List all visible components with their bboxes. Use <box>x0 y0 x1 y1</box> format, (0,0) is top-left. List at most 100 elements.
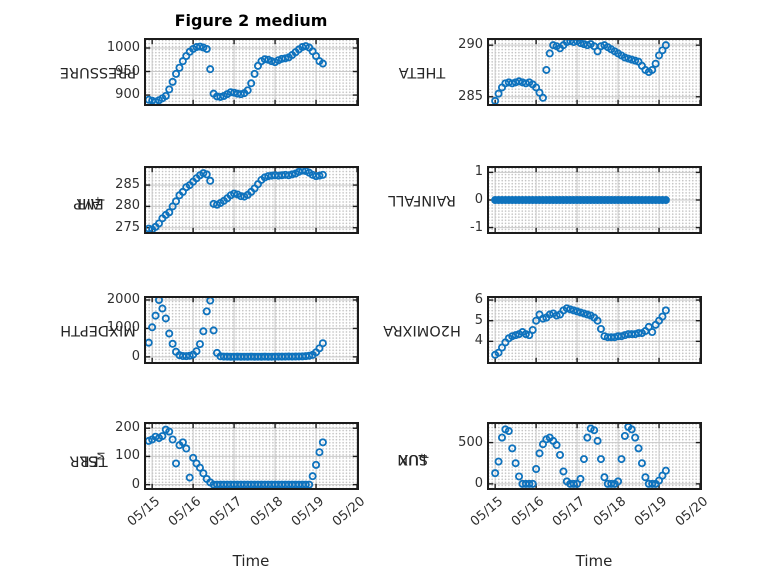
data-point <box>648 479 657 488</box>
data-point <box>202 44 211 53</box>
ytick-label: 100 <box>115 448 140 464</box>
ytick-label: 285 <box>115 177 140 193</box>
data-point <box>247 79 256 88</box>
data-point <box>515 472 524 481</box>
data-point <box>627 55 636 64</box>
scatter-h2omixra <box>489 298 700 362</box>
data-point <box>172 69 181 78</box>
data-point <box>542 65 551 74</box>
data-point <box>583 433 592 442</box>
scatter-rainfall <box>489 168 700 232</box>
data-point <box>195 463 204 472</box>
data-point <box>579 455 588 464</box>
data-point <box>305 480 314 488</box>
xtick-label: 05/17 <box>549 494 588 530</box>
data-point <box>168 77 177 86</box>
data-point <box>552 441 561 450</box>
data-point <box>525 479 534 488</box>
xtick-label: 05/15 <box>124 494 163 530</box>
ytick-label: 0 <box>131 476 140 492</box>
data-point <box>532 465 541 474</box>
data-point <box>318 438 327 447</box>
data-point <box>532 316 541 325</box>
data-point <box>165 329 174 338</box>
ytick-label: 900 <box>115 87 140 103</box>
data-point <box>590 426 599 435</box>
data-point <box>491 469 500 478</box>
xtick-label: 05/16 <box>508 494 547 530</box>
data-point <box>658 312 667 321</box>
ytick-label: -1 <box>470 219 483 235</box>
data-point <box>189 453 198 462</box>
ytick-label: 200 <box>115 420 140 436</box>
data-point <box>154 298 163 304</box>
data-point <box>538 93 547 102</box>
xtick-label: 05/17 <box>206 494 245 530</box>
data-point <box>308 472 317 481</box>
ytick-label: 5 <box>474 312 483 328</box>
ytick-label: 950 <box>115 63 140 79</box>
data-point <box>192 347 201 356</box>
data-point <box>535 88 544 97</box>
data-point <box>491 96 500 104</box>
scatter-terr-msl <box>146 424 357 488</box>
data-point <box>182 352 191 361</box>
xtick-label: 05/19 <box>288 494 327 530</box>
data-point <box>236 90 245 99</box>
ytick-label: 275 <box>115 219 140 235</box>
data-point <box>318 59 327 68</box>
data-point <box>199 327 208 336</box>
ytick-label: 280 <box>115 198 140 214</box>
data-point <box>535 449 544 458</box>
data-point <box>545 49 554 58</box>
data-point <box>312 460 321 469</box>
data-point <box>620 431 629 440</box>
data-point <box>494 89 503 98</box>
data-point <box>284 171 293 180</box>
ytick-label: 0 <box>131 348 140 364</box>
data-point <box>158 304 167 313</box>
x-axis-label-left: Time <box>232 552 270 570</box>
data-point <box>260 55 269 64</box>
data-point <box>195 42 204 51</box>
data-point <box>569 479 578 488</box>
data-point <box>185 473 194 482</box>
ytick-label: 2000 <box>106 291 140 307</box>
data-point <box>504 427 513 436</box>
data-point <box>199 469 208 478</box>
data-point <box>209 326 218 335</box>
data-point <box>178 438 187 447</box>
data-point <box>148 323 157 332</box>
data-point <box>637 459 646 468</box>
subplot-h2omixra-area <box>489 298 700 362</box>
data-point <box>515 77 524 86</box>
xtick-label: 05/16 <box>165 494 204 530</box>
data-point <box>195 340 204 349</box>
data-point <box>596 455 605 464</box>
data-point <box>146 338 153 347</box>
data-point <box>494 457 503 466</box>
data-point <box>661 195 670 204</box>
data-point <box>596 324 605 333</box>
data-point <box>165 208 174 217</box>
data-point <box>168 435 177 444</box>
data-point <box>172 197 181 206</box>
data-point <box>230 189 239 198</box>
data-point <box>172 459 181 468</box>
x-axis-label-right: Time <box>575 552 613 570</box>
xtick-label: 05/19 <box>631 494 670 530</box>
data-point <box>175 63 184 72</box>
data-point <box>627 425 636 434</box>
data-point <box>288 170 297 179</box>
scatter-mixdepth <box>146 298 357 362</box>
figure-title: Figure 2 medium <box>174 11 328 30</box>
data-point <box>576 474 585 483</box>
data-point <box>593 436 602 445</box>
data-point <box>556 450 565 459</box>
ytick-label: 1000 <box>106 40 140 55</box>
data-point <box>151 311 160 320</box>
data-point <box>315 171 324 180</box>
data-point <box>202 307 211 316</box>
data-point <box>206 298 215 305</box>
xtick-label: 05/18 <box>247 494 286 530</box>
